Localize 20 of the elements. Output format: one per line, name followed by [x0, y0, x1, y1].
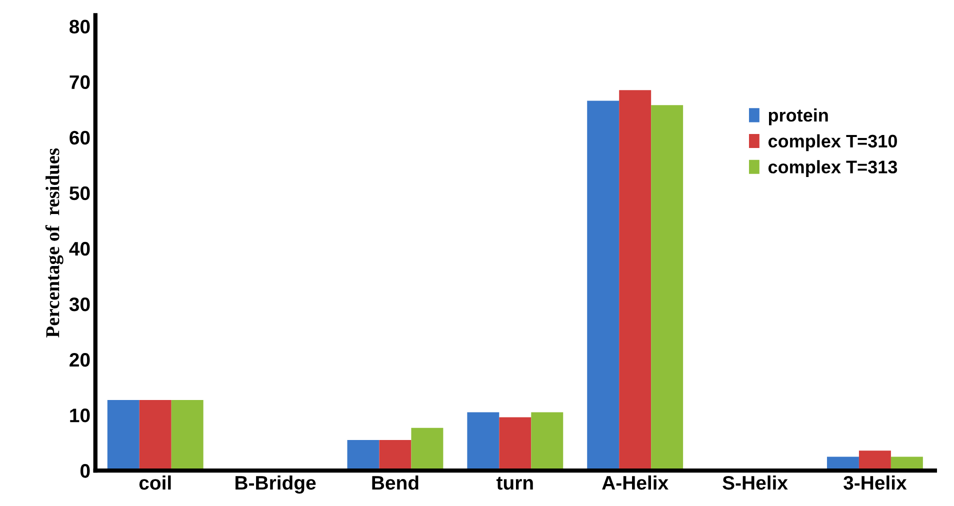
x-tick-label: turn: [496, 476, 533, 490]
y-tick-label: 80: [70, 20, 90, 34]
x-tick-label: B-Bridge: [236, 475, 316, 494]
x-tick-label: S-Helix: [722, 475, 788, 490]
y-tick-label: 0: [80, 464, 90, 478]
y-tick-label: 70: [70, 75, 90, 90]
y-tick-label: 20: [70, 352, 90, 367]
y-tick-label: 60: [70, 130, 90, 145]
legend-label: complex T=313: [768, 160, 898, 177]
x-tick-label: Bend: [372, 475, 418, 490]
legend-label: protein: [768, 108, 828, 126]
y-tick-label: 40: [69, 242, 90, 256]
y-tick-label: 10: [70, 408, 90, 422]
y-axis-title: Percentage of residues: [45, 148, 64, 338]
x-tick-label: coil: [139, 475, 171, 490]
legend-label: complex T=310: [768, 134, 897, 152]
x-tick-label: A-Helix: [602, 475, 668, 490]
x-tick-label: 3-Helix: [844, 475, 907, 490]
y-tick-label: 30: [69, 297, 90, 312]
y-tick-label: 50: [70, 186, 90, 200]
